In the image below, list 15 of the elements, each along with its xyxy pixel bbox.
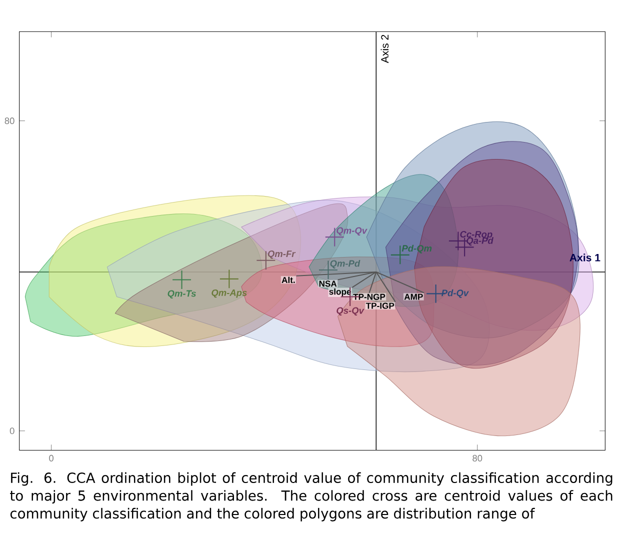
y-axis-title: Axis 2 [380, 34, 389, 64]
series-label: AMP [404, 294, 423, 300]
series-label: NSA [319, 280, 337, 287]
series-label: Qs-Qv [336, 307, 364, 316]
series-label: Cc-Rop [460, 230, 492, 240]
series-label: Qa-Pd [466, 237, 494, 246]
series-label: Qm-Pd [330, 260, 360, 268]
series-label: TP-IGP [366, 302, 394, 309]
series-label: Pd-Qv [442, 289, 469, 298]
series-label: Alt. [282, 276, 295, 284]
series-label: Qm-Ts [168, 290, 196, 298]
series-label: Qm-Qv [336, 227, 368, 236]
caption: Fig. 6. CCA ordination biplot of centroid value of community classification according to major 5 environmental variables. The colored cross are centroid values of each community classification and the colored polygons are distribution range of [10, 472, 612, 522]
series-label: Qm-Fr [268, 250, 296, 259]
series-label: TP-NGP [353, 294, 386, 300]
